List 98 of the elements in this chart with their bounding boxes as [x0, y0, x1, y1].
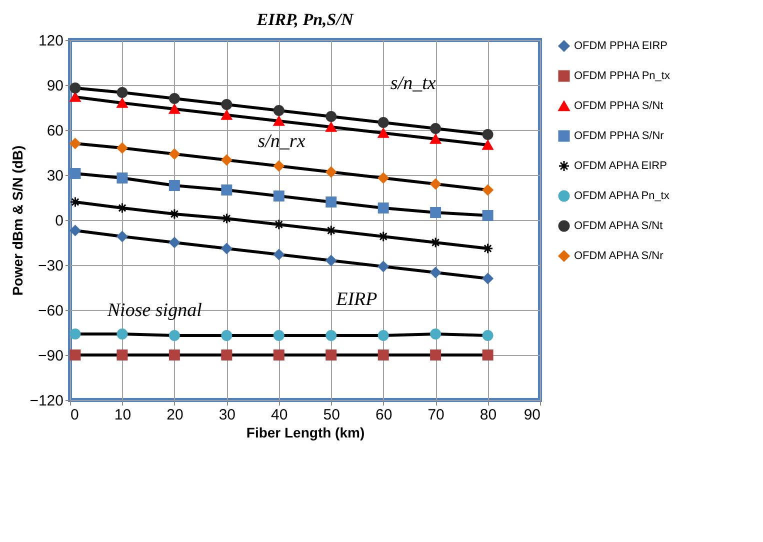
x-axis-title: Fiber Length (km): [246, 424, 365, 440]
point: [70, 82, 81, 94]
point: [221, 154, 232, 166]
point: [221, 99, 232, 110]
annotation: s/n_tx: [390, 73, 436, 94]
point: [482, 330, 494, 341]
y-tick-label: −120: [30, 392, 64, 410]
legend-label: OFDM PPHA EIRP: [574, 40, 668, 52]
x-tick-label: 0: [70, 406, 79, 424]
x-tick-label: 70: [428, 406, 444, 424]
point: [221, 110, 232, 120]
point: [70, 350, 81, 360]
point: [168, 330, 180, 341]
point: [430, 134, 442, 144]
point: [273, 160, 284, 172]
point: [273, 249, 284, 260]
point: [430, 207, 442, 218]
point: [326, 255, 337, 266]
legend-label: OFDM APHA S/Nt: [574, 220, 663, 232]
point: [378, 128, 389, 138]
point: [70, 168, 81, 179]
x-tick-label: 60: [375, 406, 392, 424]
point: [168, 180, 180, 191]
point: [116, 350, 128, 360]
point: [378, 350, 389, 360]
point: [273, 105, 284, 116]
x-tick-label: 90: [524, 406, 540, 424]
point: [70, 328, 81, 340]
point: [168, 104, 180, 114]
legend-label: OFDM PPHA S/Nt: [574, 100, 664, 112]
point: [168, 350, 180, 360]
point: [430, 178, 442, 190]
point: [378, 117, 389, 128]
point: [70, 225, 81, 236]
point: [168, 93, 180, 104]
y-tick-label: 120: [38, 32, 64, 50]
y-tick-label: −60: [38, 302, 64, 320]
point: [168, 148, 180, 160]
point: [482, 184, 494, 196]
point: [221, 330, 232, 341]
point: [326, 122, 337, 132]
point: [116, 98, 128, 108]
annotation: Niose signal: [106, 300, 202, 321]
point: [326, 196, 337, 208]
y-tick-label: −30: [38, 258, 64, 274]
y-tick-label: 0: [55, 212, 64, 230]
x-tick-label: 50: [323, 406, 340, 424]
point: [326, 111, 337, 122]
point: [116, 87, 128, 98]
y-tick-label: 90: [46, 78, 64, 94]
x-tick-label: 10: [114, 406, 132, 424]
legend-label: OFDM PPHA Pn_tx: [574, 70, 670, 82]
point: [430, 123, 442, 134]
point: [168, 237, 180, 248]
legend-label: OFDM PPHA S/Nr: [574, 130, 664, 142]
point: [221, 350, 232, 360]
point: [273, 116, 284, 126]
legend-label: OFDM APHA S/Nr: [574, 250, 664, 262]
x-tick-label: 80: [480, 406, 497, 424]
point: [70, 196, 81, 208]
point: [221, 243, 232, 254]
point: [221, 184, 232, 196]
point: [482, 129, 494, 140]
point: [326, 330, 337, 341]
point: [273, 190, 284, 202]
annotation: s/n_rx: [258, 130, 306, 152]
point: [70, 92, 81, 102]
legend-label: OFDM APHA EIRP: [574, 160, 667, 172]
x-tick-label: 30: [218, 406, 236, 424]
point: [430, 267, 442, 278]
x-tick-label: 40: [271, 406, 288, 424]
y-axis-title: Power dBm & S/N (dB): [10, 145, 26, 296]
point: [482, 210, 494, 221]
point: [430, 328, 442, 340]
point: [273, 330, 284, 341]
point: [70, 138, 81, 149]
point: [482, 273, 494, 284]
point: [378, 261, 389, 272]
y-tick-label: 30: [46, 168, 64, 184]
y-tick-label: −90: [38, 348, 64, 364]
point: [482, 140, 494, 150]
point: [482, 350, 494, 360]
point: [378, 330, 389, 341]
point: [430, 350, 442, 360]
chart-title: EIRP, Pn,S/N: [256, 10, 354, 29]
y-tick-label: 60: [46, 122, 64, 140]
point: [116, 231, 128, 242]
x-tick-label: 20: [166, 406, 184, 424]
point: [378, 172, 389, 184]
point: [326, 350, 337, 360]
point: [326, 166, 337, 178]
legend-label: OFDM APHA Pn_tx: [574, 190, 670, 202]
point: [116, 328, 128, 340]
point: [378, 202, 389, 214]
point: [116, 172, 128, 184]
point: [116, 142, 128, 154]
annotation: EIRP: [335, 289, 378, 310]
point: [273, 350, 284, 360]
